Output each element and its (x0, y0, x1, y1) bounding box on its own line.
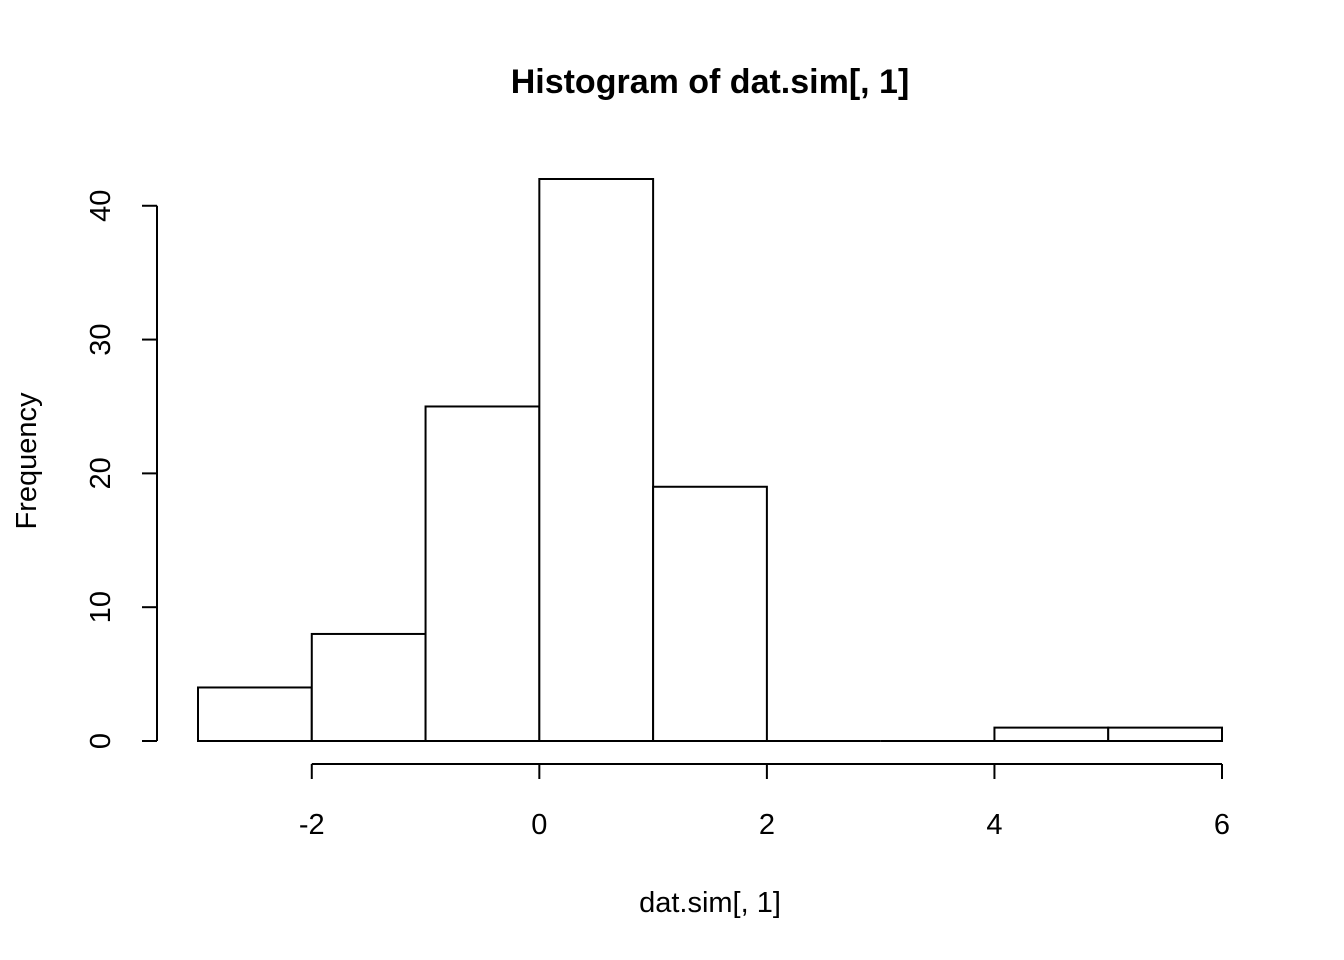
histogram-bar (1107, 726, 1223, 742)
histogram-bar (993, 726, 1110, 742)
y-axis: 0 10 20 30 40 (85, 190, 158, 749)
x-axis: -2 0 2 4 6 (299, 763, 1230, 841)
y-tick-label: 10 (85, 591, 117, 623)
x-tick-label: 0 (531, 809, 547, 841)
x-tick-label: 4 (986, 809, 1002, 841)
histogram-bar (652, 485, 768, 742)
histogram-bar (424, 405, 541, 742)
chart-title: Histogram of dat.sim[, 1] (511, 63, 910, 101)
x-tick-label: -2 (299, 809, 325, 841)
histogram-bars (197, 178, 1223, 743)
histogram-bar (538, 178, 655, 742)
histogram-bar (310, 632, 427, 743)
x-tick-label: 6 (1214, 809, 1230, 841)
y-tick-label: 20 (85, 457, 117, 489)
y-axis-label: Frequency (11, 392, 43, 530)
histogram-bar (197, 686, 313, 743)
x-tick-label: 2 (759, 809, 775, 841)
y-tick-label: 40 (85, 190, 117, 222)
y-tick-label: 0 (85, 733, 117, 749)
y-tick-label: 30 (85, 323, 117, 355)
x-axis-label: dat.sim[, 1] (639, 887, 781, 919)
